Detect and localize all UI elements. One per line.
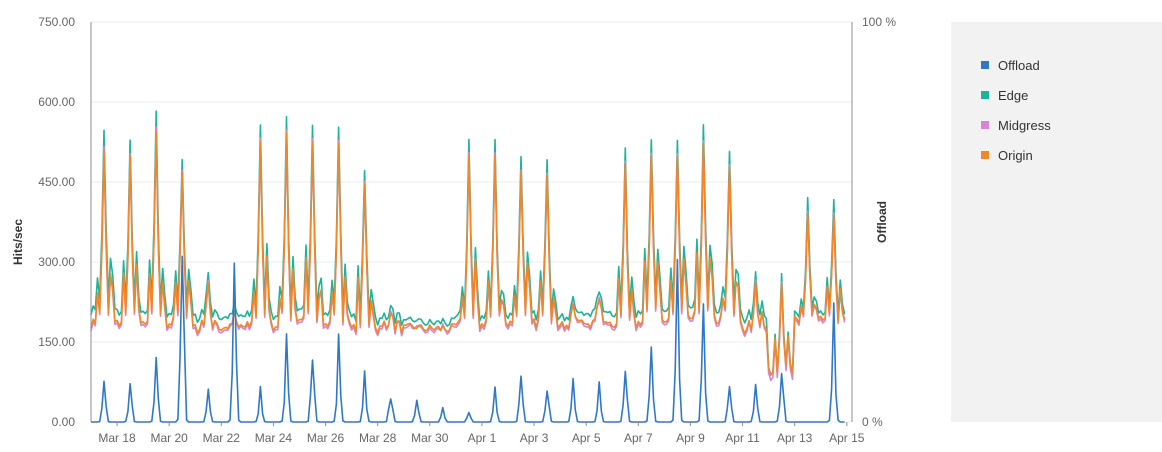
x-tick-label: Mar 24: [255, 431, 293, 445]
x-tick-label: Mar 30: [411, 431, 449, 445]
x-tick-label: Apr 3: [520, 431, 549, 445]
axes: [90, 22, 853, 422]
legend-label-midgress: Midgress: [998, 117, 1051, 133]
legend-item-offload[interactable]: Offload: [981, 56, 1040, 74]
y-tick-label: 0.00: [52, 415, 76, 429]
legend: Offload Edge Midgress Origin: [951, 22, 1162, 422]
legend-item-edge[interactable]: Edge: [981, 86, 1028, 104]
x-tick-label: Apr 15: [829, 431, 865, 445]
x-tick-label: Apr 5: [572, 431, 601, 445]
x-tick-label: Mar 22: [203, 431, 241, 445]
x-tick-label: Apr 13: [777, 431, 813, 445]
legend-swatch-edge: [981, 91, 989, 99]
y-tick-label: 600.00: [38, 95, 75, 109]
x-tick-label: Apr 1: [468, 431, 497, 445]
x-tick-label: Mar 28: [359, 431, 397, 445]
x-tick-label: Mar 26: [307, 431, 345, 445]
series-layer: [90, 110, 846, 423]
y-tick-label: 150.00: [38, 335, 75, 349]
series-line-origin: [90, 131, 846, 376]
x-tick-label: Apr 9: [676, 431, 705, 445]
legend-label-origin: Origin: [998, 147, 1033, 163]
line-chart: 0.00 150.00 300.00 450.00 600.00 750.00 100 % 0…: [11, 15, 896, 445]
tick-labels: 0.00 150.00 300.00 450.00 600.00 750.00 100 % 0…: [38, 15, 896, 445]
y-axis-title: Hits/sec: [11, 219, 25, 265]
legend-swatch-midgress: [981, 121, 989, 129]
series-line-offload: [91, 255, 845, 423]
legend-swatch-origin: [981, 151, 989, 159]
y-tick-label: 750.00: [38, 15, 75, 29]
y2-axis-title: Offload: [875, 201, 889, 243]
legend-swatch-offload: [981, 61, 989, 69]
legend-label-edge: Edge: [998, 87, 1029, 103]
legend-item-midgress[interactable]: Midgress: [981, 116, 1051, 134]
legend-label-offload: Offload: [998, 57, 1040, 73]
x-tick-label: Apr 11: [725, 431, 760, 445]
legend-item-origin[interactable]: Origin: [981, 146, 1033, 164]
x-tick-label: Mar 18: [98, 431, 136, 445]
y-tick-label: 450.00: [38, 175, 75, 189]
y2-tick-label: 100 %: [862, 15, 896, 29]
x-tick-label: Apr 7: [624, 431, 653, 445]
x-tick-label: Mar 20: [151, 431, 189, 445]
y-tick-label: 300.00: [38, 255, 75, 269]
chart-area: 0.00 150.00 300.00 450.00 600.00 750.00 100 % 0…: [11, 15, 896, 445]
grid: [91, 21, 852, 423]
y2-tick-label: 0 %: [862, 415, 883, 429]
